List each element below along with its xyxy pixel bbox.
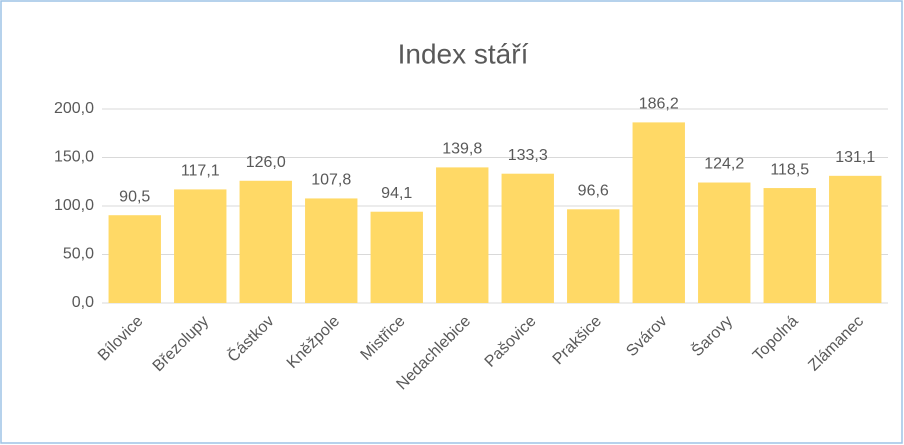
bar [108,215,161,303]
bar [632,122,685,303]
bar [829,175,882,303]
data-label: 133,3 [508,147,548,164]
data-label: 126,0 [246,154,286,171]
bar [239,180,292,303]
data-label: 94,1 [381,185,412,202]
bar [174,189,227,303]
data-label: 118,5 [770,161,809,178]
bar [370,211,423,303]
y-tick-label: 150,0 [54,149,94,166]
bar [698,182,751,303]
data-label: 139,8 [442,141,482,158]
data-label: 117,1 [181,163,220,180]
data-label: 186,2 [639,96,679,113]
bar [305,198,358,303]
bar [763,188,816,303]
y-tick-label: 0,0 [72,294,94,311]
y-tick-label: 100,0 [54,197,94,214]
data-label: 96,6 [578,183,609,200]
bar [567,209,620,303]
data-label: 124,2 [704,156,744,173]
y-tick-label: 200,0 [54,100,94,117]
data-label: 107,8 [311,172,351,189]
data-label: 131,1 [835,149,875,166]
bar [436,167,489,303]
data-label: 90,5 [119,188,150,205]
chart-title: Index stáří [398,38,529,69]
y-tick-label: 50,0 [63,246,94,263]
bar [501,173,554,303]
